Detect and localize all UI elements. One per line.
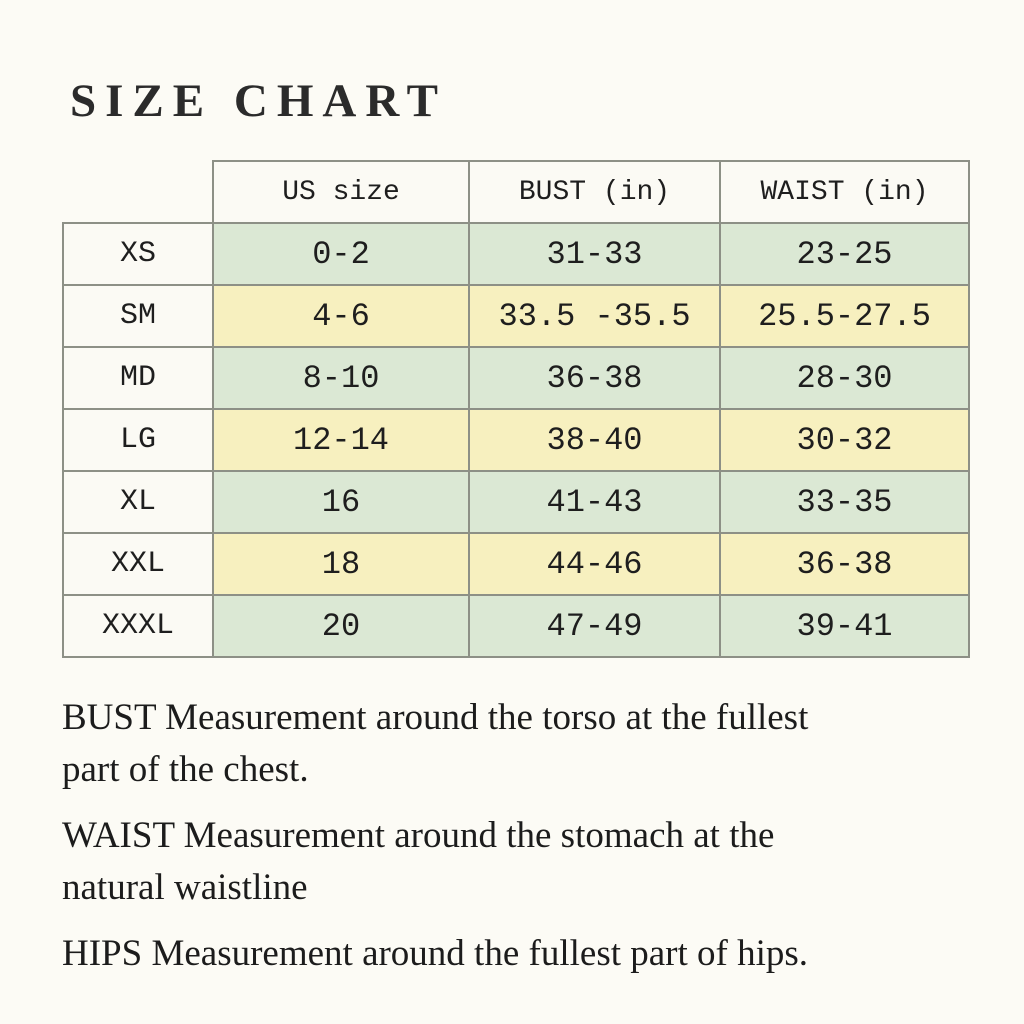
waist-cell: 25.5-27.5 [719,284,970,348]
note-line: BUST Measurement around the torso at the… [62,697,809,738]
bust-cell: 44-46 [468,532,721,596]
note-line: part of the chest. [62,749,309,790]
us-size-cell: 20 [212,594,470,658]
size-label: LG [62,408,214,472]
hips-note: HIPS Measurement around the fullest part… [62,928,808,980]
table-row-xxl: XXL 18 44-46 36-38 [62,532,970,596]
size-label: XXXL [62,594,214,658]
bust-cell: 33.5 -35.5 [468,284,721,348]
page-title: SIZE CHART [70,75,447,127]
table-row-xl: XL 16 41-43 33-35 [62,470,970,534]
bust-cell: 38-40 [468,408,721,472]
waist-cell: 39-41 [719,594,970,658]
waist-cell: 30-32 [719,408,970,472]
bust-note: BUST Measurement around the torso at the… [62,692,808,796]
table-row-xxxl: XXXL 20 47-49 39-41 [62,594,970,658]
us-size-cell: 12-14 [212,408,470,472]
size-label: SM [62,284,214,348]
note-line: HIPS Measurement around the fullest part… [62,933,809,974]
waist-cell: 23-25 [719,222,970,286]
us-size-cell: 18 [212,532,470,596]
note-line: WAIST Measurement around the stomach at … [62,815,775,856]
size-label: XS [62,222,214,286]
table-row-md: MD 8-10 36-38 28-30 [62,346,970,410]
waist-cell: 36-38 [719,532,970,596]
column-header-bust: BUST (in) [468,160,721,224]
bust-cell: 31-33 [468,222,721,286]
waist-cell: 33-35 [719,470,970,534]
us-size-cell: 0-2 [212,222,470,286]
us-size-cell: 16 [212,470,470,534]
size-label: XXL [62,532,214,596]
column-header-waist: WAIST (in) [719,160,970,224]
measurement-notes: BUST Measurement around the torso at the… [62,692,808,994]
us-size-cell: 8-10 [212,346,470,410]
bust-cell: 47-49 [468,594,721,658]
size-label: XL [62,470,214,534]
note-line: natural waistline [62,867,308,908]
bust-cell: 36-38 [468,346,721,410]
us-size-cell: 4-6 [212,284,470,348]
table-row-lg: LG 12-14 38-40 30-32 [62,408,970,472]
size-label: MD [62,346,214,410]
waist-note: WAIST Measurement around the stomach at … [62,810,808,914]
waist-cell: 28-30 [719,346,970,410]
column-header-us-size: US size [212,160,470,224]
header-row: US size BUST (in) WAIST (in) [63,160,970,224]
corner-cell [63,161,213,223]
table-row-xs: XS 0-2 31-33 23-25 [62,222,970,286]
size-chart-table: US size BUST (in) WAIST (in) XS 0-2 31-3… [62,160,970,658]
bust-cell: 41-43 [468,470,721,534]
table-row-sm: SM 4-6 33.5 -35.5 25.5-27.5 [62,284,970,348]
